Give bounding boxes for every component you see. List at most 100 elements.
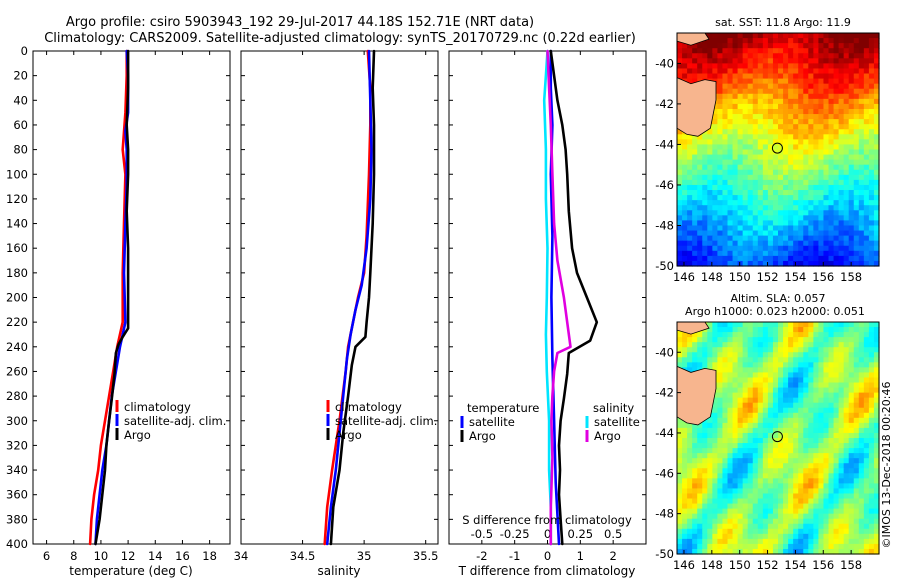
- map-cell: [853, 184, 860, 191]
- map-cell: [858, 38, 865, 44]
- map-cell: [838, 235, 845, 242]
- map-cell: [762, 523, 769, 530]
- map-cell: [863, 205, 870, 211]
- map-cell: [752, 427, 759, 434]
- sla-map-subtitle: Argo h1000: 0.023 h2000: 0.051: [685, 305, 865, 318]
- map-cell: [712, 255, 718, 262]
- map-cell: [762, 322, 769, 328]
- map-cell: [682, 458, 688, 464]
- map-cell: [813, 159, 819, 166]
- map-cell: [858, 33, 865, 39]
- map-cell: [828, 88, 835, 95]
- map-cell: [808, 332, 814, 338]
- map-cell: [808, 533, 814, 540]
- map-cell: [783, 260, 789, 267]
- map-cell: [772, 443, 779, 449]
- map-cell: [788, 164, 794, 171]
- map-cell: [727, 508, 734, 515]
- map-cell: [677, 483, 683, 490]
- map-cell: [722, 93, 729, 100]
- map-cell: [818, 377, 825, 384]
- map-cell: [762, 73, 769, 80]
- map-cell: [873, 225, 880, 232]
- map-cell: [788, 443, 794, 449]
- map-cell: [712, 134, 718, 140]
- map-cell: [757, 523, 764, 530]
- map-cell: [783, 538, 789, 545]
- map-cell: [838, 332, 845, 338]
- map-cell: [843, 548, 850, 555]
- map-cell: [843, 478, 850, 484]
- map-cell: [853, 88, 860, 95]
- map-cell: [692, 195, 698, 201]
- map-cell: [692, 438, 698, 444]
- map-cell: [742, 93, 749, 100]
- map-cell: [823, 255, 830, 262]
- map-cell: [798, 159, 804, 166]
- map-cell: [818, 149, 825, 156]
- map-cell: [788, 342, 794, 348]
- map-cell: [848, 357, 855, 363]
- map-cell: [757, 174, 764, 181]
- map-cell: [722, 220, 729, 227]
- map-cell: [778, 543, 784, 550]
- map-cell: [848, 235, 855, 242]
- map-cell: [742, 139, 749, 146]
- map-cell: [767, 119, 774, 125]
- map-cell: [828, 432, 835, 439]
- map-cell: [722, 68, 729, 75]
- map-cell: [682, 200, 688, 206]
- map-cell: [853, 453, 860, 459]
- map-cell: [712, 498, 718, 505]
- map-cell: [863, 382, 870, 389]
- map-cell: [808, 235, 814, 242]
- map-cell: [838, 498, 845, 505]
- map-cell: [793, 483, 799, 490]
- map-cell: [677, 250, 683, 257]
- map-cell: [788, 124, 794, 130]
- map-cell: [848, 250, 855, 257]
- map-cell: [823, 422, 830, 429]
- map-cell: [808, 538, 814, 545]
- map-cell: [717, 392, 724, 399]
- map-cell: [727, 68, 734, 75]
- map-cell: [793, 53, 799, 59]
- map-cell: [788, 195, 794, 201]
- map-cell: [833, 195, 840, 201]
- map-cell: [762, 417, 769, 424]
- map-cell: [778, 205, 784, 211]
- map-cell: [868, 225, 875, 232]
- map-cell: [692, 483, 698, 490]
- map-cell: [858, 543, 865, 550]
- map-cell: [742, 169, 749, 176]
- map-cell: [732, 53, 739, 59]
- map-cell: [848, 458, 855, 464]
- map-cell: [682, 169, 688, 176]
- map-cell: [783, 513, 789, 520]
- map-cell: [823, 357, 830, 363]
- map-cell: [747, 129, 754, 135]
- map-cell: [808, 225, 814, 232]
- map-cell: [853, 347, 860, 353]
- map-cell: [803, 205, 809, 211]
- map-cell: [858, 412, 865, 419]
- map-cell: [677, 260, 683, 267]
- map-cell: [803, 448, 809, 454]
- map-cell: [823, 342, 830, 348]
- map-cell: [783, 367, 789, 374]
- lat-tick-label: -50: [655, 259, 674, 273]
- map-cell: [687, 367, 693, 374]
- map-cell: [747, 83, 754, 90]
- map-cell: [858, 144, 865, 151]
- map-cell: [818, 230, 825, 237]
- map-cell: [697, 139, 703, 146]
- map-cell: [692, 347, 698, 353]
- map-cell: [818, 367, 825, 374]
- map-cell: [682, 508, 688, 515]
- map-cell: [712, 169, 718, 176]
- map-cell: [848, 114, 855, 120]
- map-cell: [823, 513, 830, 520]
- map-cell: [757, 149, 764, 156]
- map-cell: [823, 114, 830, 120]
- map-cell: [692, 139, 698, 146]
